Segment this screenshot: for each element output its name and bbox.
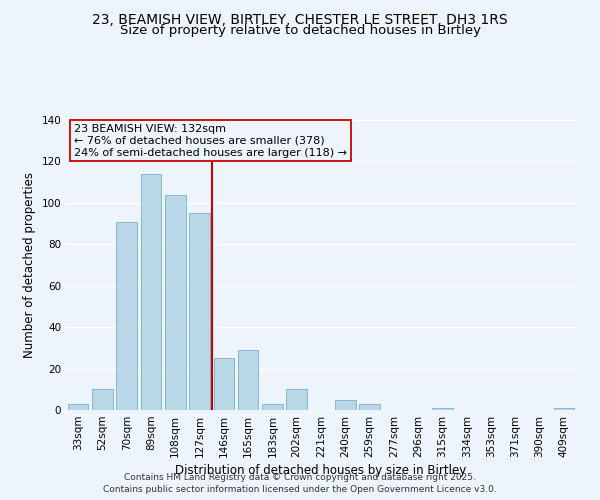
Bar xyxy=(432,408,453,410)
Bar xyxy=(165,194,185,410)
Text: 23, BEAMISH VIEW, BIRTLEY, CHESTER LE STREET, DH3 1RS: 23, BEAMISH VIEW, BIRTLEY, CHESTER LE ST… xyxy=(92,12,508,26)
X-axis label: Distribution of detached houses by size in Birtley: Distribution of detached houses by size … xyxy=(175,464,467,477)
Bar xyxy=(359,404,380,410)
Bar xyxy=(214,358,234,410)
Bar xyxy=(554,408,574,410)
Bar xyxy=(238,350,259,410)
Bar xyxy=(116,222,137,410)
Bar xyxy=(286,390,307,410)
Bar xyxy=(92,390,113,410)
Bar xyxy=(335,400,356,410)
Text: 23 BEAMISH VIEW: 132sqm
← 76% of detached houses are smaller (378)
24% of semi-d: 23 BEAMISH VIEW: 132sqm ← 76% of detache… xyxy=(74,124,347,158)
Bar xyxy=(68,404,88,410)
Bar xyxy=(140,174,161,410)
Text: Contains HM Land Registry data © Crown copyright and database right 2025.
Contai: Contains HM Land Registry data © Crown c… xyxy=(103,472,497,494)
Y-axis label: Number of detached properties: Number of detached properties xyxy=(23,172,36,358)
Bar xyxy=(262,404,283,410)
Text: Size of property relative to detached houses in Birtley: Size of property relative to detached ho… xyxy=(119,24,481,37)
Bar xyxy=(189,213,210,410)
